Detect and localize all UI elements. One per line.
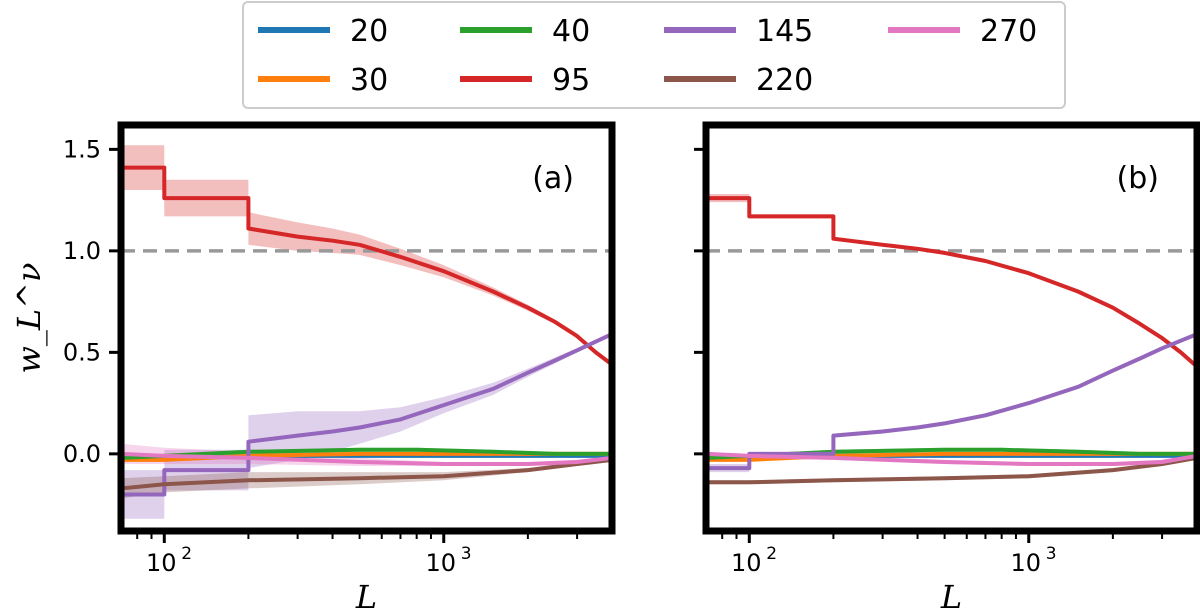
y-tick-label: 0.5	[63, 338, 101, 366]
legend-label: 95	[552, 63, 590, 98]
x-tick-label: 10	[1010, 549, 1041, 577]
plot-area	[706, 194, 1197, 485]
series-line-270	[706, 451, 1197, 466]
series-line-95	[706, 196, 1197, 369]
x-tick-exponent: 3	[1046, 544, 1057, 564]
x-tick-exponent: 2	[766, 544, 777, 564]
y-tick-label: 1.0	[63, 237, 101, 265]
panel-b: 10 2 10 3L(b)	[694, 121, 1200, 612]
x-tick-label: 10	[146, 549, 177, 577]
series-line-145	[706, 332, 1197, 471]
series-line-270	[121, 451, 612, 466]
series-line-220	[121, 457, 612, 491]
legend-item-40: 40	[460, 14, 590, 49]
series-line-145	[121, 332, 612, 497]
y-tick-label: 1.5	[63, 135, 101, 163]
x-axis-title: L	[940, 578, 962, 612]
x-axis-title: L	[355, 578, 377, 612]
legend-item-270: 270	[888, 14, 1037, 49]
legend-item-95: 95	[460, 63, 590, 98]
x-tick-exponent: 3	[461, 544, 472, 564]
legend-label: 20	[350, 14, 388, 49]
legend-label: 145	[756, 14, 813, 49]
legend-item-220: 220	[664, 63, 813, 98]
legend-frame	[242, 1, 1066, 109]
x-tick-label: 10	[731, 549, 762, 577]
panel-label: (a)	[532, 161, 574, 196]
series-line-220	[706, 455, 1197, 485]
panel-a: 0.00.51.01.510 2 10 3Lw_L^ν(a)	[10, 121, 616, 612]
panel-label: (b)	[1117, 161, 1159, 196]
legend-label: 40	[552, 14, 590, 49]
plot-area	[121, 145, 612, 519]
legend-label: 270	[980, 14, 1037, 49]
panel-frame	[117, 121, 616, 535]
legend-label: 220	[756, 63, 813, 98]
x-tick-exponent: 2	[181, 544, 192, 564]
panel-frame	[702, 121, 1200, 535]
series-line-95	[121, 165, 612, 367]
legend-label: 30	[350, 63, 388, 98]
legend-item-30: 30	[258, 63, 388, 98]
legend: 20 30 40 95 145 220 270	[242, 1, 1066, 109]
legend-item-145: 145	[664, 14, 813, 49]
x-tick-label: 10	[425, 549, 456, 577]
y-tick-label: 0.0	[63, 440, 101, 468]
y-axis-title: w_L^ν	[10, 263, 48, 374]
band-95	[706, 194, 1197, 369]
band-270	[121, 443, 612, 466]
band-95	[121, 145, 612, 367]
legend-item-20: 20	[258, 14, 388, 49]
